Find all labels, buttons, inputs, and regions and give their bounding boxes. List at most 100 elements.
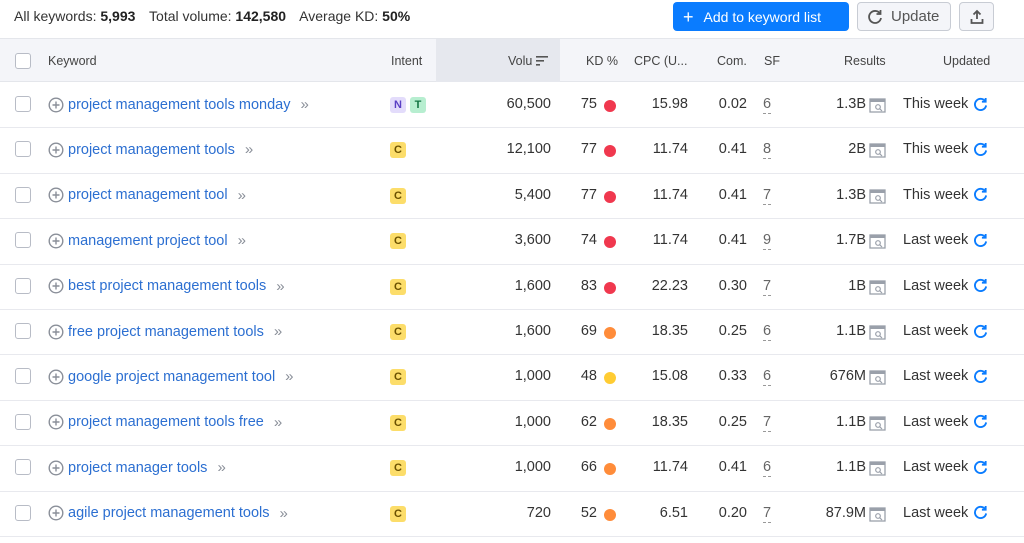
row-checkbox[interactable]	[15, 277, 31, 294]
kd-difficulty-dot	[604, 327, 616, 339]
column-header-com[interactable]: Com.	[717, 54, 747, 68]
cpc-value: 18.35	[651, 323, 688, 339]
column-header-cpc[interactable]: CPC (U...	[634, 54, 688, 68]
add-circle-icon[interactable]	[48, 369, 64, 385]
row-checkbox[interactable]	[15, 504, 31, 521]
refresh-icon[interactable]	[973, 233, 988, 248]
refresh-icon[interactable]	[973, 324, 988, 339]
cpc-value: 15.08	[651, 368, 688, 385]
chevron-right-icon[interactable]: »	[273, 323, 283, 340]
row-checkbox[interactable]	[15, 232, 31, 249]
add-circle-icon[interactable]	[48, 142, 64, 158]
export-button[interactable]	[959, 2, 994, 31]
add-circle-icon[interactable]	[48, 323, 64, 340]
serp-preview-icon[interactable]	[869, 461, 886, 476]
keyword-link[interactable]: project manager tools	[68, 459, 208, 476]
row-checkbox[interactable]	[15, 459, 31, 476]
add-circle-icon[interactable]	[48, 505, 64, 521]
keyword-link[interactable]: management project tool	[68, 232, 228, 249]
column-header-sf[interactable]: SF	[764, 54, 780, 68]
keyword-cell: project manager tools »	[48, 459, 226, 477]
chevron-right-icon[interactable]: »	[273, 413, 283, 431]
add-circle-icon[interactable]	[48, 414, 64, 430]
serp-features-link[interactable]: 7	[763, 413, 772, 432]
keyword-link[interactable]: project management tools free	[68, 414, 264, 431]
row-checkbox[interactable]	[15, 368, 31, 385]
refresh-icon[interactable]	[973, 187, 988, 202]
chevron-right-icon[interactable]: »	[237, 232, 247, 250]
serp-features-link[interactable]: 6	[763, 368, 772, 387]
refresh-icon[interactable]	[973, 278, 988, 293]
updated-value: This week	[903, 96, 969, 112]
serp-features-link[interactable]: 7	[763, 277, 772, 296]
serp-preview-icon[interactable]	[869, 506, 886, 522]
add-to-keyword-list-button[interactable]: + Add to keyword list	[673, 2, 849, 31]
serp-features-link[interactable]: 7	[763, 186, 772, 205]
keyword-link[interactable]: best project management tools	[68, 278, 267, 295]
row-checkbox[interactable]	[15, 141, 31, 158]
row-checkbox[interactable]	[15, 323, 31, 339]
serp-preview-icon[interactable]	[869, 416, 886, 431]
refresh-icon[interactable]	[973, 414, 988, 429]
chevron-right-icon[interactable]: »	[237, 186, 247, 204]
updated-value: This week	[903, 186, 969, 203]
add-circle-icon[interactable]	[48, 187, 64, 203]
add-circle-icon[interactable]	[48, 278, 64, 294]
keyword-link[interactable]: project management tools monday	[68, 96, 291, 113]
updated-value: Last week	[903, 413, 969, 430]
chevron-right-icon[interactable]: »	[217, 459, 226, 477]
serp-features-link[interactable]: 9	[763, 232, 772, 251]
intent-cell: C	[390, 460, 406, 477]
serp-preview-icon[interactable]	[869, 325, 886, 340]
row-checkbox[interactable]	[15, 413, 31, 430]
column-header-intent[interactable]: Intent	[391, 54, 423, 68]
serp-preview-icon[interactable]	[869, 98, 886, 113]
column-header-results[interactable]: Results	[844, 54, 886, 68]
keyword-link[interactable]: google project management tool	[68, 368, 276, 385]
table-row: management project tool » C 3,600 74 11.74 0.4…	[0, 219, 1024, 265]
keyword-link[interactable]: free project management tools	[68, 323, 264, 340]
refresh-icon	[868, 9, 882, 24]
select-all-checkbox[interactable]	[15, 53, 31, 69]
column-header-keyword[interactable]: Keyword	[48, 54, 97, 68]
serp-features-link[interactable]: 7	[763, 504, 772, 523]
serp-features-link[interactable]: 6	[763, 96, 772, 114]
refresh-icon[interactable]	[973, 460, 988, 475]
keyword-cell: project management tools monday »	[48, 96, 309, 113]
chevron-right-icon[interactable]: »	[300, 96, 309, 113]
serp-preview-icon[interactable]	[869, 279, 886, 295]
cpc-value: 18.35	[651, 413, 688, 430]
keyword-link[interactable]: project management tool	[68, 187, 228, 204]
updated-value: Last week	[903, 459, 969, 476]
serp-features-link[interactable]: 6	[763, 459, 772, 478]
column-header-kd[interactable]: KD %	[586, 54, 618, 68]
chevron-right-icon[interactable]: »	[276, 277, 285, 295]
add-circle-icon[interactable]	[48, 96, 64, 113]
serp-preview-icon[interactable]	[869, 370, 886, 386]
keyword-link[interactable]: project management tools	[68, 141, 235, 158]
updated-cell: Last week	[903, 368, 988, 384]
column-header-volume[interactable]: Volu	[508, 54, 549, 68]
intent-badge: C	[390, 460, 406, 477]
refresh-icon[interactable]	[973, 369, 988, 384]
update-button[interactable]: Update	[857, 2, 951, 31]
serp-preview-icon[interactable]	[869, 189, 886, 204]
intent-cell: C	[390, 369, 406, 386]
serp-preview-icon[interactable]	[869, 143, 886, 159]
row-checkbox[interactable]	[15, 186, 31, 203]
add-circle-icon[interactable]	[48, 233, 64, 249]
kd-difficulty-dot	[604, 236, 616, 249]
row-checkbox[interactable]	[15, 96, 31, 112]
column-header-updated[interactable]: Updated	[943, 54, 991, 68]
refresh-icon[interactable]	[973, 142, 988, 157]
chevron-right-icon[interactable]: »	[285, 368, 294, 386]
serp-features-link[interactable]: 8	[763, 141, 772, 160]
refresh-icon[interactable]	[973, 505, 988, 520]
serp-preview-icon[interactable]	[869, 234, 886, 249]
keyword-link[interactable]: agile project management tools	[68, 505, 270, 522]
chevron-right-icon[interactable]: »	[279, 504, 289, 522]
chevron-right-icon[interactable]: »	[244, 141, 254, 159]
add-circle-icon[interactable]	[48, 460, 64, 476]
serp-features-link[interactable]: 6	[763, 323, 772, 341]
refresh-icon[interactable]	[973, 97, 988, 112]
